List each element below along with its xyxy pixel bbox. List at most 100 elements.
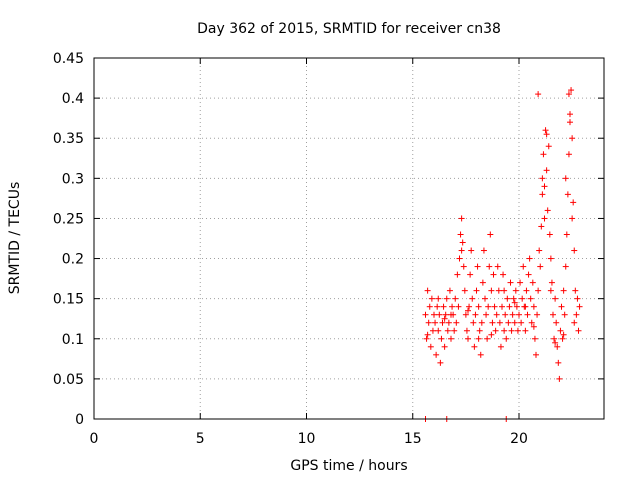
data-point <box>542 127 549 134</box>
data-point <box>479 279 486 286</box>
data-point <box>453 319 460 326</box>
data-point <box>452 295 459 302</box>
data-point <box>541 183 548 190</box>
data-point <box>573 311 580 318</box>
data-point <box>568 87 575 94</box>
data-point <box>460 263 467 270</box>
chart-title: Day 362 of 2015, SRMTID for receiver cn3… <box>197 21 501 37</box>
data-point <box>530 323 537 330</box>
data-point <box>547 255 554 262</box>
data-point <box>548 279 555 286</box>
data-point <box>424 287 431 294</box>
data-point <box>501 287 508 294</box>
data-point <box>505 319 512 326</box>
data-point <box>551 335 558 342</box>
data-point <box>485 303 492 310</box>
data-point <box>560 287 567 294</box>
data-point <box>535 91 542 98</box>
data-point <box>461 287 468 294</box>
data-point <box>536 247 543 254</box>
data-point <box>458 247 465 254</box>
data-point <box>502 311 509 318</box>
data-point <box>456 255 463 262</box>
data-point <box>572 287 579 294</box>
data-point <box>522 327 529 334</box>
data-point <box>482 295 488 302</box>
data-point <box>475 335 482 342</box>
data-point <box>571 319 578 326</box>
y-tick-label: 0.25 <box>53 211 84 227</box>
data-point <box>507 279 514 286</box>
data-point <box>562 263 569 270</box>
y-tick-label: 0 <box>75 412 84 428</box>
data-point <box>528 319 535 326</box>
x-tick-label: 5 <box>196 431 205 447</box>
data-point <box>496 319 503 326</box>
data-point <box>445 319 452 326</box>
x-axis-label: GPS time / hours <box>290 458 407 474</box>
data-point <box>539 175 546 182</box>
data-point <box>493 311 500 318</box>
data-point <box>471 343 478 350</box>
data-point <box>575 327 582 334</box>
data-point <box>448 311 454 318</box>
y-tick-label: 0.05 <box>53 372 84 388</box>
data-point <box>543 167 550 174</box>
data-point <box>497 343 504 350</box>
data-point <box>518 319 525 326</box>
data-point <box>443 295 450 302</box>
data-point <box>451 327 458 334</box>
data-point <box>462 311 469 318</box>
data-point <box>511 299 518 306</box>
data-point <box>519 295 526 302</box>
data-point <box>446 287 453 294</box>
data-point <box>527 295 534 302</box>
data-point <box>477 351 484 358</box>
data-point <box>457 231 464 238</box>
data-point <box>522 303 529 310</box>
data-point <box>540 151 547 158</box>
data-point <box>563 231 570 238</box>
data-point <box>489 319 496 326</box>
data-point <box>427 343 434 350</box>
data-point <box>441 315 448 322</box>
data-point <box>474 263 481 270</box>
data-point <box>433 351 440 358</box>
data-point <box>516 311 522 318</box>
data-point <box>541 215 548 222</box>
data-point <box>467 271 474 278</box>
data-point <box>567 119 573 126</box>
data-point <box>455 303 462 310</box>
data-point <box>426 303 433 310</box>
data-point <box>428 295 435 302</box>
data-point <box>558 303 565 310</box>
data-point <box>472 311 479 318</box>
data-point <box>526 255 533 262</box>
data-point <box>524 311 531 318</box>
data-point <box>435 295 442 302</box>
data-point <box>554 343 561 350</box>
data-point <box>557 327 564 334</box>
data-point <box>478 319 485 326</box>
data-point <box>556 375 563 382</box>
x-tick-label: 20 <box>510 431 528 447</box>
data-point <box>468 247 475 254</box>
data-point <box>480 247 487 254</box>
data-point <box>440 303 447 310</box>
data-point <box>571 247 578 254</box>
data-point <box>553 319 560 326</box>
data-point <box>574 295 581 302</box>
data-point <box>531 335 538 342</box>
data-point <box>503 335 510 342</box>
data-point <box>488 287 495 294</box>
data-point <box>535 287 542 294</box>
data-point <box>513 303 520 310</box>
data-point <box>533 351 539 358</box>
data-point <box>567 111 573 118</box>
data-point <box>523 287 530 294</box>
data-point <box>552 339 559 346</box>
data-point <box>459 239 466 246</box>
data-point <box>499 303 505 310</box>
data-point <box>544 207 551 214</box>
data-point <box>438 335 445 342</box>
